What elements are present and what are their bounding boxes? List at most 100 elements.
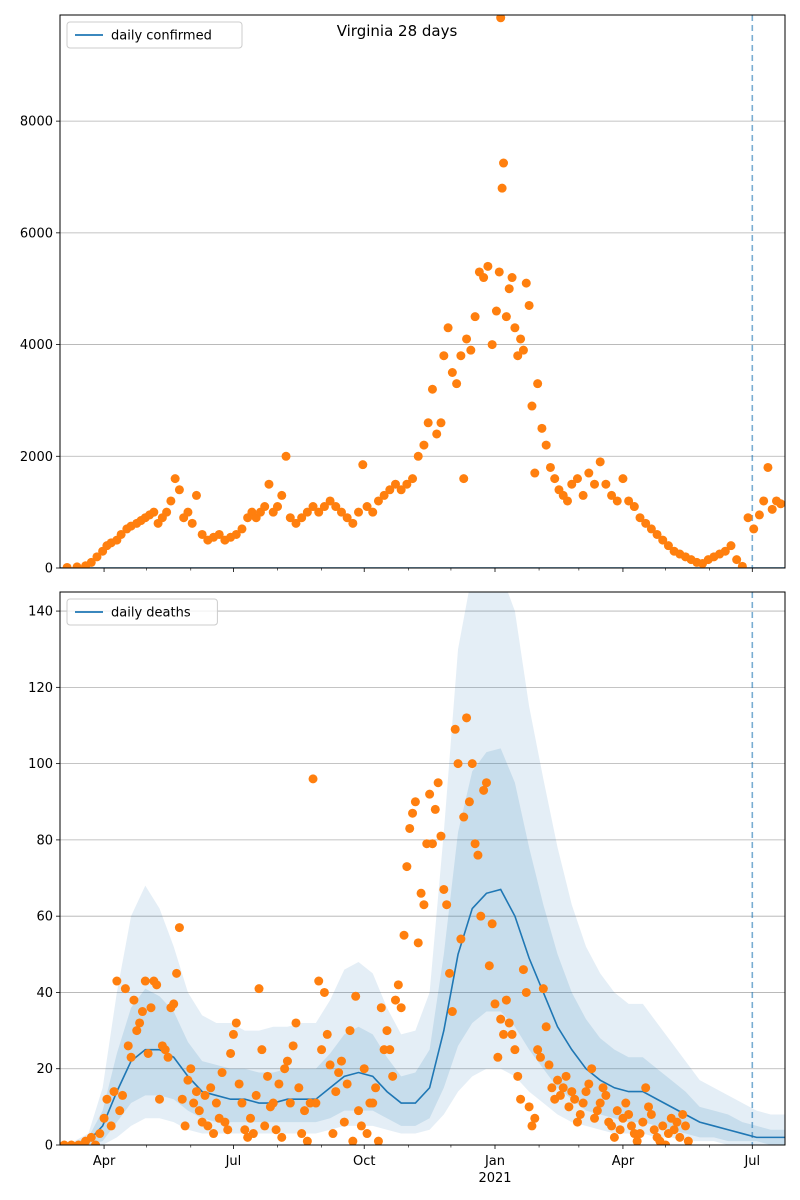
- data-point: [626, 1121, 636, 1131]
- legend-box: [66, 21, 243, 49]
- data-point: [166, 496, 176, 506]
- data-point: [191, 490, 201, 500]
- data-point: [362, 1129, 372, 1139]
- data-point: [72, 562, 82, 568]
- deaths-panel: 0 20 40 60 80 100 120 140 Apr Jul Oct Jan Apr Jul 2021…: [28, 591, 786, 1186]
- data-point: [635, 513, 645, 523]
- data-point: [595, 457, 605, 467]
- data-point: [245, 1113, 255, 1123]
- data-point: [186, 1064, 196, 1074]
- data-point: [288, 1041, 298, 1051]
- data-point: [494, 267, 504, 277]
- data-point: [345, 1026, 355, 1036]
- data-point: [109, 1087, 119, 1097]
- data-point: [342, 1079, 352, 1089]
- data-point: [60, 1140, 69, 1145]
- data-point: [282, 1056, 292, 1066]
- y-tick-label: 140: [28, 605, 53, 620]
- data-point: [581, 1087, 591, 1097]
- data-point: [285, 513, 295, 523]
- data-point: [308, 774, 318, 784]
- data-point: [390, 479, 400, 489]
- y-tick-label: 20: [36, 1062, 53, 1077]
- data-point: [618, 474, 628, 484]
- data-point: [563, 496, 572, 506]
- data-point: [260, 502, 270, 512]
- data-point: [237, 1098, 247, 1108]
- data-point: [342, 513, 352, 523]
- data-point: [592, 1106, 602, 1116]
- data-point: [527, 401, 537, 411]
- data-point: [339, 1117, 349, 1127]
- data-point: [325, 496, 335, 506]
- data-point: [430, 804, 440, 814]
- data-point: [331, 502, 341, 512]
- data-point: [541, 440, 551, 450]
- data-point: [527, 1121, 537, 1131]
- data-point: [524, 300, 534, 310]
- data-point: [189, 1098, 199, 1108]
- plot-area: [60, 15, 785, 568]
- data-point: [459, 812, 469, 822]
- data-point: [300, 1106, 310, 1116]
- data-point: [481, 778, 491, 788]
- data-point: [362, 502, 372, 512]
- data-point: [419, 440, 429, 450]
- y-tick-label: 4000: [20, 338, 53, 353]
- data-point: [385, 485, 395, 495]
- data-point: [479, 785, 489, 795]
- data-point: [484, 961, 494, 971]
- data-point: [322, 1029, 332, 1039]
- data-point: [302, 507, 312, 517]
- data-point: [325, 1060, 335, 1070]
- legend-box: [66, 598, 218, 626]
- x-tick-label: Jul: [743, 1154, 760, 1169]
- data-point: [334, 1068, 344, 1078]
- data-point: [393, 980, 403, 990]
- data-point: [379, 490, 389, 500]
- data-point: [358, 460, 368, 470]
- data-point: [450, 724, 460, 734]
- data-point: [578, 1098, 588, 1108]
- data-point: [584, 1079, 594, 1089]
- data-point: [459, 474, 469, 484]
- data-point: [170, 474, 180, 484]
- data-point: [570, 1094, 580, 1104]
- data-point: [427, 839, 437, 849]
- data-point: [646, 1109, 656, 1119]
- data-point: [598, 1083, 608, 1093]
- data-point: [544, 1060, 554, 1070]
- data-point: [609, 1132, 619, 1142]
- data-point: [86, 557, 96, 567]
- data-point: [354, 1106, 364, 1116]
- data-point: [641, 1083, 651, 1093]
- x-tick-label: Jan: [484, 1154, 505, 1169]
- data-point: [137, 1007, 147, 1017]
- data-point: [533, 379, 543, 389]
- data-point: [217, 1068, 227, 1078]
- data-point: [615, 1125, 625, 1135]
- data-point: [146, 1003, 156, 1013]
- data-point: [143, 1048, 153, 1058]
- data-point: [553, 1075, 563, 1085]
- data-point: [234, 1079, 244, 1089]
- data-point: [172, 968, 182, 978]
- data-point: [281, 451, 291, 461]
- data-point: [476, 911, 486, 921]
- data-point: [464, 797, 474, 807]
- data-point: [209, 1129, 219, 1139]
- y-tick-label: 100: [28, 757, 53, 772]
- data-point: [402, 862, 412, 872]
- data-point: [331, 1087, 341, 1097]
- data-point: [280, 1064, 290, 1074]
- data-point: [408, 474, 418, 484]
- data-point: [513, 1071, 523, 1081]
- data-point: [410, 797, 420, 807]
- data-point: [501, 312, 511, 322]
- data-point: [268, 1098, 278, 1108]
- data-point: [177, 1094, 187, 1104]
- data-point: [521, 987, 531, 997]
- data-point: [749, 524, 759, 534]
- data-point: [162, 507, 172, 517]
- data-point: [436, 418, 446, 428]
